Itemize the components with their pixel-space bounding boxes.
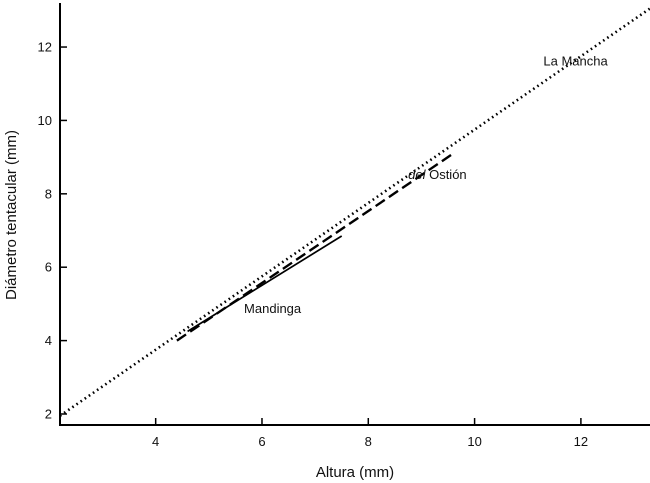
x-tick-label-8: 8 — [365, 434, 372, 449]
y-tick-label-8: 8 — [45, 186, 52, 201]
x-axis-title: Altura (mm) — [316, 464, 394, 481]
series-layer — [59, 7, 650, 417]
y-tick-label-2: 2 — [45, 406, 52, 421]
series-mandinga — [187, 235, 343, 333]
x-tick-label-12: 12 — [574, 434, 588, 449]
annotations: La Mancha del Ostión Mandinga — [244, 53, 608, 316]
y-tick-label-10: 10 — [38, 113, 52, 128]
y-tick-label-4: 4 — [45, 333, 52, 348]
y-axis-title: Diámetro tentacular (mm) — [3, 130, 20, 300]
ticks: 4 6 8 10 12 2 4 6 8 10 12 — [38, 40, 589, 449]
y-tick-label-6: 6 — [45, 260, 52, 275]
label-del-osti-n: del Ostión — [408, 167, 467, 182]
x-tick-label-10: 10 — [467, 434, 481, 449]
y-tick-label-12: 12 — [38, 40, 52, 55]
series-la-mancha — [59, 7, 650, 417]
label-mandinga: Mandinga — [244, 301, 302, 316]
x-tick-label-4: 4 — [152, 434, 159, 449]
x-tick-label-6: 6 — [258, 434, 265, 449]
axes — [59, 3, 650, 426]
label-la-mancha: La Mancha — [543, 53, 608, 68]
